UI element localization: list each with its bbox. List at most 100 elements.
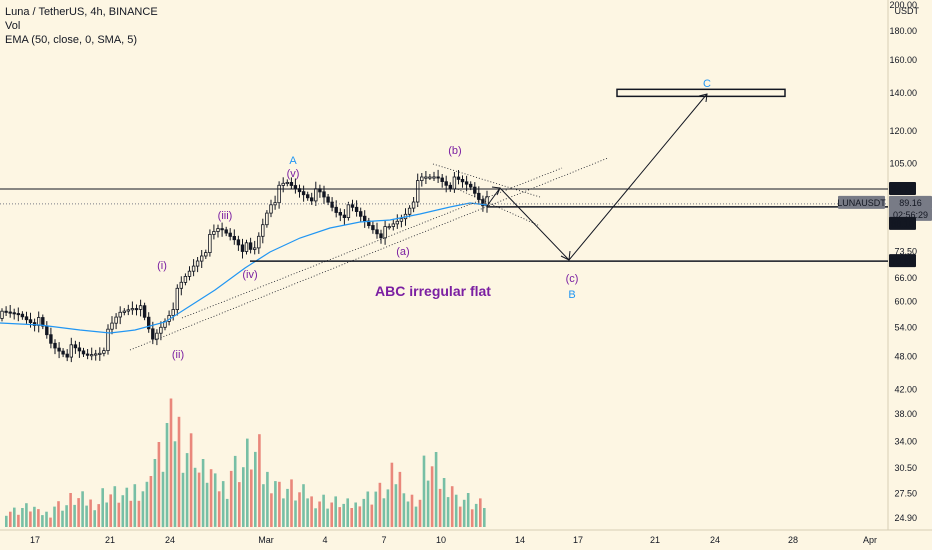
volume-bar	[419, 500, 422, 527]
volume-bar	[346, 498, 349, 527]
price-tick-label: 48.00	[894, 351, 917, 361]
time-tick-label: 28	[788, 535, 798, 545]
volume-bar	[138, 501, 141, 527]
volume-bar	[114, 486, 117, 527]
candle	[196, 261, 199, 266]
volume-bar	[399, 472, 402, 527]
volume-bar	[222, 481, 225, 527]
volume-bar	[330, 503, 333, 528]
candle	[160, 327, 163, 333]
candle	[278, 185, 281, 202]
volume-bar	[302, 484, 305, 527]
ema-line	[0, 203, 487, 333]
time-tick-label: 24	[710, 535, 720, 545]
volume-bar	[238, 482, 241, 527]
volume-bar	[306, 498, 309, 527]
candle	[372, 226, 375, 230]
candle	[217, 229, 220, 232]
candle	[139, 306, 142, 310]
volume-indicator-label[interactable]: Vol	[5, 19, 158, 33]
volume-bar	[226, 499, 229, 527]
volume-bar	[354, 503, 357, 528]
candle	[355, 207, 358, 211]
volume-bar	[85, 506, 88, 527]
volume-bar	[142, 491, 145, 527]
wave-label: (iv)	[242, 269, 257, 281]
wave-label: (v)	[287, 168, 300, 180]
candle	[180, 282, 183, 288]
candle	[359, 212, 362, 217]
candle	[306, 195, 309, 198]
volume-bar	[13, 508, 16, 527]
candle	[412, 202, 415, 208]
volume-bar	[242, 467, 245, 527]
volume-bar	[407, 502, 410, 528]
price-tick-label: 24.90	[894, 513, 917, 523]
time-tick-label: 10	[436, 535, 446, 545]
candle	[82, 351, 85, 354]
volume-bar	[286, 489, 289, 527]
volume-bar	[206, 483, 209, 527]
candle	[449, 185, 452, 189]
price-tick-label: 60.00	[894, 296, 917, 306]
candle	[29, 320, 32, 323]
candle	[13, 313, 16, 314]
ema-indicator-label[interactable]: EMA (50, close, 0, SMA, 5)	[5, 33, 158, 47]
volume-bar	[451, 486, 454, 527]
candle	[99, 353, 102, 354]
volume-bar	[403, 493, 406, 527]
volume-bar	[363, 499, 366, 527]
volume-bar	[41, 515, 44, 527]
price-tick-label: 42.00	[894, 384, 917, 394]
candle	[457, 177, 460, 179]
candle	[335, 207, 338, 212]
wave-label: A	[289, 155, 297, 167]
volume-bar	[463, 500, 466, 527]
candle	[290, 182, 293, 185]
candle	[123, 311, 126, 312]
volume-bar	[431, 466, 434, 527]
candle	[421, 177, 424, 181]
symbol-title[interactable]: Luna / TetherUS, 4h, BINANCE	[5, 5, 158, 19]
volume-bar	[170, 399, 173, 528]
time-tick-label: Mar	[258, 535, 274, 545]
volume-bar	[467, 493, 470, 527]
volume-bar	[150, 476, 153, 527]
candle	[143, 306, 146, 318]
volume-bar	[77, 498, 80, 527]
candle	[270, 205, 273, 213]
volume-bar	[254, 452, 257, 527]
price-tick-label: 120.00	[889, 126, 917, 136]
candle	[416, 181, 419, 202]
candle	[205, 253, 208, 256]
volume-bar	[130, 501, 133, 527]
volume-bar	[246, 439, 249, 527]
volume-bar	[266, 472, 269, 527]
volume-bar	[81, 491, 84, 527]
candle	[286, 182, 289, 183]
volume-bar	[471, 509, 474, 527]
candle	[94, 354, 97, 355]
wave-label: (i)	[157, 260, 167, 272]
candle	[302, 192, 305, 195]
volume-bar	[274, 481, 277, 527]
volume-bar	[105, 503, 108, 528]
candle	[225, 230, 228, 233]
price-tick-label: 38.00	[894, 409, 917, 419]
volume-bar	[65, 505, 68, 527]
candle	[103, 351, 106, 354]
candle	[54, 343, 57, 348]
candle	[469, 184, 472, 187]
volume-bar	[186, 453, 189, 527]
volume-bar	[190, 433, 193, 527]
volume-bar	[282, 498, 285, 527]
time-tick-label: Apr	[863, 535, 877, 545]
volume-bar	[126, 488, 129, 527]
volume-bar	[93, 510, 96, 527]
candle	[241, 245, 244, 252]
volume-bar	[294, 501, 297, 528]
time-tick-label: 21	[105, 535, 115, 545]
candle	[384, 227, 387, 238]
volume-bar	[359, 506, 362, 527]
